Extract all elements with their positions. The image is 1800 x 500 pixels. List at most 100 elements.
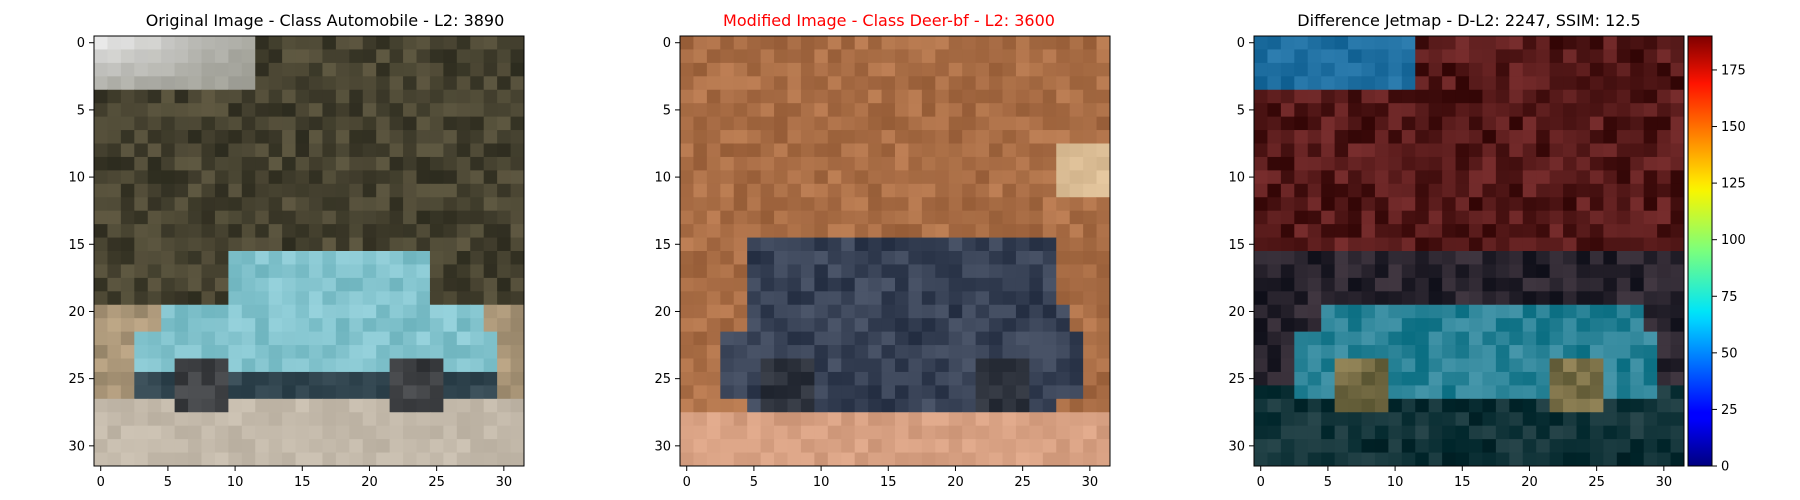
- pixel: [1415, 36, 1430, 50]
- panel-difference: Difference Jetmap - D-L2: 2247, SSIM: 12…: [1228, 11, 1685, 490]
- pixel: [228, 251, 243, 265]
- pixel: [322, 385, 337, 400]
- pixel: [201, 156, 216, 171]
- pixel: [1549, 385, 1564, 400]
- pixel: [1630, 304, 1645, 319]
- pixel: [174, 197, 189, 212]
- colorbar-tick-label: 150: [1721, 120, 1746, 135]
- pixel: [1455, 412, 1470, 427]
- pixel: [1469, 237, 1483, 252]
- pixel: [693, 264, 708, 279]
- pixel: [908, 371, 923, 386]
- pixel: [814, 156, 829, 171]
- pixel: [841, 36, 856, 50]
- pixel: [282, 277, 297, 292]
- pixel: [908, 237, 923, 252]
- pixel: [228, 170, 243, 185]
- pixel: [147, 358, 162, 373]
- pixel: [1083, 89, 1098, 104]
- pixel: [1401, 398, 1416, 413]
- pixel: [362, 412, 377, 427]
- pixel: [827, 264, 842, 279]
- pixel: [456, 170, 471, 185]
- pixel: [214, 385, 229, 400]
- pixel: [1069, 251, 1084, 265]
- pixel: [268, 103, 283, 118]
- pixel: [881, 345, 896, 359]
- pixel: [706, 277, 721, 292]
- pixel: [510, 331, 525, 346]
- pixel: [1029, 156, 1044, 171]
- pixel: [188, 36, 202, 50]
- pixel: [1321, 116, 1336, 131]
- pixel: [322, 345, 337, 359]
- pixel: [483, 345, 498, 359]
- pixel: [268, 425, 283, 440]
- pixel: [107, 183, 122, 198]
- pixel: [1002, 345, 1017, 359]
- pixel: [1361, 89, 1376, 104]
- pixel: [908, 130, 923, 144]
- pixel: [147, 156, 162, 171]
- pixel: [1388, 264, 1403, 279]
- pixel: [1321, 183, 1336, 198]
- pixel: [935, 425, 950, 440]
- pixel: [309, 264, 323, 279]
- pixel: [868, 89, 883, 104]
- pixel: [868, 345, 883, 359]
- pixel: [1657, 385, 1672, 400]
- pixel: [1069, 398, 1084, 413]
- pixel: [268, 170, 283, 185]
- pixel: [854, 331, 869, 346]
- pixel: [120, 143, 135, 158]
- pixel: [935, 89, 950, 104]
- pixel: [241, 358, 256, 373]
- pixel: [497, 130, 512, 144]
- pixel: [201, 277, 216, 292]
- pixel: [1015, 130, 1030, 144]
- pixel: [800, 183, 815, 198]
- pixel: [255, 183, 270, 198]
- pixel: [1657, 170, 1672, 185]
- pixel: [881, 237, 896, 252]
- pixel: [1267, 412, 1282, 427]
- pixel: [1536, 345, 1551, 359]
- pixel: [774, 385, 788, 400]
- pixel: [800, 197, 815, 212]
- pixel: [456, 89, 471, 104]
- pixel: [1563, 143, 1577, 158]
- pixel: [1442, 439, 1457, 454]
- pixel: [107, 318, 122, 333]
- pixel: [510, 264, 525, 279]
- pixel: [935, 251, 950, 265]
- pixel: [1643, 143, 1658, 158]
- pixel: [1563, 371, 1577, 386]
- pixel: [1428, 103, 1443, 118]
- pixel: [349, 358, 364, 373]
- pixel: [881, 89, 896, 104]
- pixel: [1294, 130, 1309, 144]
- pixel: [174, 331, 189, 346]
- pixel: [921, 331, 936, 346]
- pixel: [335, 304, 350, 319]
- pixel: [134, 156, 149, 171]
- pixel: [693, 439, 708, 454]
- pixel: [309, 224, 323, 239]
- pixel: [1643, 156, 1658, 171]
- pixel: [908, 49, 923, 64]
- pixel: [1495, 291, 1510, 306]
- pixel: [416, 183, 431, 198]
- pixel: [720, 277, 735, 292]
- pixel: [295, 398, 310, 413]
- pixel: [470, 439, 485, 454]
- pixel: [1442, 264, 1457, 279]
- pixel: [948, 156, 963, 171]
- pixel: [1321, 49, 1336, 64]
- pixel: [895, 76, 909, 91]
- pixel: [1388, 156, 1403, 171]
- pixel: [1348, 156, 1362, 171]
- pixel: [1495, 358, 1510, 373]
- pixel: [174, 358, 189, 373]
- pixel: [935, 197, 950, 212]
- pixel: [1069, 210, 1084, 225]
